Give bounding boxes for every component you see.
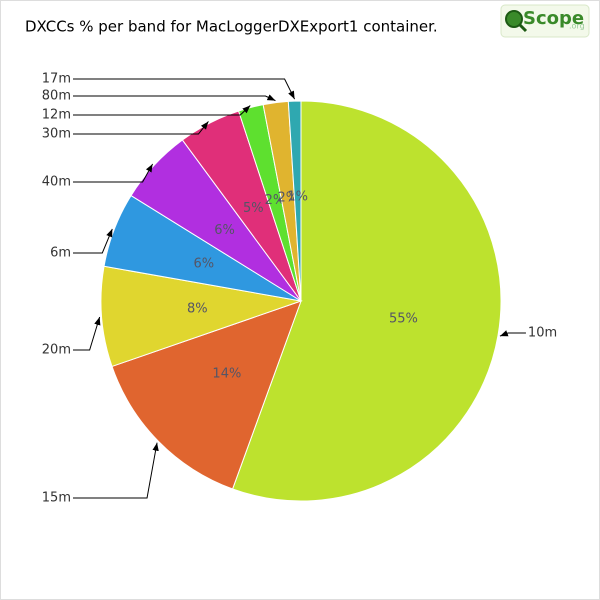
chart-title: DXCCs % per band for MacLoggerDXExport1 … — [25, 18, 438, 36]
legend-label: 12m — [42, 108, 71, 123]
slice-label: 14% — [212, 366, 241, 381]
legend-label: 6m — [50, 246, 71, 261]
leader-line — [73, 121, 209, 135]
slice-label: 2% — [278, 190, 299, 205]
slice-label: 2% — [265, 193, 286, 208]
legend-label: 40m — [42, 175, 71, 190]
legend-label: 10m — [528, 326, 557, 341]
leader-line — [73, 105, 251, 116]
leader-line — [73, 228, 113, 254]
slice-label: 6% — [194, 256, 215, 271]
legend-label: 30m — [42, 127, 71, 142]
leader-line — [73, 442, 159, 499]
logo-suffix: .org — [569, 22, 585, 31]
pie-slice — [231, 100, 502, 502]
leader-line — [73, 78, 296, 100]
slice-label: 8% — [187, 302, 208, 317]
legend-label: 15m — [42, 491, 71, 506]
leader-line — [73, 163, 154, 183]
logo-icon — [505, 10, 523, 28]
pie-slice — [111, 300, 302, 490]
pie-slice — [100, 265, 303, 368]
leader-line — [499, 330, 526, 337]
legend-label: 80m — [42, 89, 71, 104]
slice-label: 6% — [214, 223, 235, 238]
leader-line — [73, 316, 101, 351]
leader-line — [73, 94, 276, 102]
logo-icon-handle — [518, 23, 528, 33]
slice-label: 55% — [389, 312, 418, 327]
logo-text: Scope — [523, 8, 584, 29]
legend-label: 17m — [42, 72, 71, 87]
legend-label: 20m — [42, 343, 71, 358]
slice-label: 5% — [243, 201, 264, 216]
pie-slice — [287, 100, 302, 302]
slice-label: 1% — [287, 190, 308, 205]
logo: Scope .org — [500, 4, 590, 38]
